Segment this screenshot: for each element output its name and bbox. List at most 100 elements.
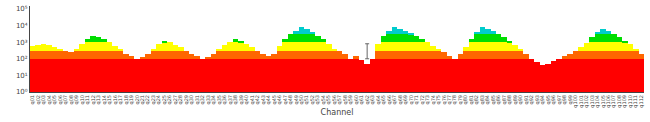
svg-text:q62: q62 bbox=[364, 95, 371, 105]
svg-text:q97: q97 bbox=[556, 95, 563, 105]
svg-text:10¹: 10¹ bbox=[16, 72, 28, 80]
svg-text:q96: q96 bbox=[550, 95, 557, 105]
svg-text:q51: q51 bbox=[303, 95, 310, 105]
svg-text:q61: q61 bbox=[358, 95, 365, 105]
svg-text:q83: q83 bbox=[479, 95, 486, 105]
svg-text:q23: q23 bbox=[150, 95, 157, 105]
svg-text:q89: q89 bbox=[512, 95, 519, 105]
svg-text:Channel: Channel bbox=[321, 108, 354, 117]
svg-text:q106: q106 bbox=[605, 95, 612, 108]
svg-text:q77: q77 bbox=[446, 95, 453, 105]
svg-text:q27: q27 bbox=[172, 95, 179, 105]
svg-text:q07: q07 bbox=[62, 95, 69, 105]
svg-text:q32: q32 bbox=[199, 95, 206, 105]
svg-text:q12: q12 bbox=[90, 95, 97, 105]
svg-text:q37: q37 bbox=[227, 95, 234, 105]
svg-text:q56: q56 bbox=[331, 95, 338, 105]
svg-text:q90: q90 bbox=[517, 95, 524, 105]
svg-text:q66: q66 bbox=[386, 95, 393, 105]
svg-text:q95: q95 bbox=[545, 95, 552, 105]
svg-text:q10: q10 bbox=[79, 95, 86, 105]
svg-text:q26: q26 bbox=[166, 95, 173, 105]
svg-text:q38: q38 bbox=[232, 95, 239, 105]
svg-text:q92: q92 bbox=[528, 95, 535, 105]
svg-text:q40: q40 bbox=[243, 95, 250, 105]
svg-text:q29: q29 bbox=[183, 95, 190, 105]
svg-text:q82: q82 bbox=[473, 95, 480, 105]
svg-text:q52: q52 bbox=[309, 95, 316, 105]
svg-text:q101: q101 bbox=[578, 95, 585, 108]
svg-text:q53: q53 bbox=[314, 95, 321, 105]
svg-text:q70: q70 bbox=[408, 95, 415, 105]
svg-text:q65: q65 bbox=[380, 95, 387, 105]
svg-text:q35: q35 bbox=[216, 95, 223, 105]
svg-text:q04: q04 bbox=[46, 95, 53, 105]
svg-text:q93: q93 bbox=[534, 95, 541, 105]
svg-text:q55: q55 bbox=[325, 95, 332, 105]
svg-text:q31: q31 bbox=[194, 95, 201, 105]
svg-text:q48: q48 bbox=[287, 95, 294, 105]
svg-text:q98: q98 bbox=[561, 95, 568, 105]
svg-text:q73: q73 bbox=[424, 95, 431, 105]
svg-text:q05: q05 bbox=[51, 95, 58, 105]
svg-text:q14: q14 bbox=[101, 95, 108, 105]
svg-text:q11: q11 bbox=[84, 95, 91, 105]
svg-text:q59: q59 bbox=[347, 95, 354, 105]
svg-text:q111: q111 bbox=[632, 95, 639, 108]
svg-text:q71: q71 bbox=[413, 95, 420, 105]
svg-text:q49: q49 bbox=[293, 95, 300, 105]
svg-text:q94: q94 bbox=[539, 95, 546, 105]
svg-text:q76: q76 bbox=[441, 95, 448, 105]
svg-text:q109: q109 bbox=[621, 95, 628, 108]
svg-text:q01: q01 bbox=[29, 95, 36, 105]
svg-text:q81: q81 bbox=[468, 95, 475, 105]
svg-text:q13: q13 bbox=[95, 95, 102, 105]
svg-text:q102: q102 bbox=[583, 95, 590, 108]
svg-text:q104: q104 bbox=[594, 95, 601, 108]
svg-text:q22: q22 bbox=[144, 95, 151, 105]
svg-text:q09: q09 bbox=[73, 95, 80, 105]
svg-text:q100: q100 bbox=[572, 95, 579, 108]
svg-text:q79: q79 bbox=[457, 95, 464, 105]
svg-text:q88: q88 bbox=[506, 95, 513, 105]
svg-text:q47: q47 bbox=[282, 95, 289, 105]
svg-text:q44: q44 bbox=[265, 95, 272, 105]
svg-text:10²: 10² bbox=[16, 55, 28, 63]
svg-text:q64: q64 bbox=[375, 95, 382, 105]
svg-text:10⁴: 10⁴ bbox=[16, 22, 28, 30]
svg-text:q02: q02 bbox=[35, 95, 42, 105]
svg-text:q43: q43 bbox=[260, 95, 267, 105]
svg-text:q16: q16 bbox=[112, 95, 119, 105]
svg-text:q33: q33 bbox=[205, 95, 212, 105]
svg-text:q107: q107 bbox=[610, 95, 617, 108]
svg-text:q99: q99 bbox=[567, 95, 574, 105]
svg-text:q57: q57 bbox=[336, 95, 343, 105]
svg-text:q74: q74 bbox=[430, 95, 437, 105]
svg-text:q54: q54 bbox=[320, 95, 327, 105]
svg-text:q45: q45 bbox=[271, 95, 278, 105]
svg-text:q78: q78 bbox=[451, 95, 458, 105]
svg-text:q03: q03 bbox=[40, 95, 47, 105]
svg-text:q91: q91 bbox=[523, 95, 530, 105]
svg-text:q72: q72 bbox=[419, 95, 426, 105]
svg-text:q36: q36 bbox=[221, 95, 228, 105]
svg-text:q18: q18 bbox=[123, 95, 130, 105]
svg-text:q105: q105 bbox=[600, 95, 607, 108]
svg-text:q80: q80 bbox=[462, 95, 469, 105]
svg-text:q84: q84 bbox=[484, 95, 491, 105]
svg-text:q21: q21 bbox=[139, 95, 146, 105]
svg-text:q69: q69 bbox=[402, 95, 409, 105]
svg-text:q75: q75 bbox=[435, 95, 442, 105]
svg-text:q39: q39 bbox=[238, 95, 245, 105]
svg-text:q112: q112 bbox=[638, 95, 645, 108]
svg-text:q103: q103 bbox=[589, 95, 596, 108]
svg-text:10⁰: 10⁰ bbox=[16, 88, 28, 96]
svg-text:q108: q108 bbox=[616, 95, 623, 108]
svg-text:q15: q15 bbox=[106, 95, 113, 105]
svg-text:10⁵: 10⁵ bbox=[16, 5, 28, 13]
svg-text:q25: q25 bbox=[161, 95, 168, 105]
svg-text:q86: q86 bbox=[495, 95, 502, 105]
svg-text:q34: q34 bbox=[210, 95, 217, 105]
svg-text:q28: q28 bbox=[177, 95, 184, 105]
svg-text:q68: q68 bbox=[397, 95, 404, 105]
